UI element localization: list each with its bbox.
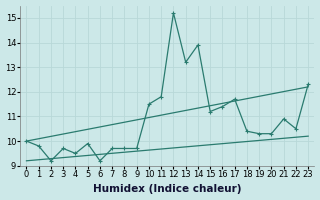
X-axis label: Humidex (Indice chaleur): Humidex (Indice chaleur) [93, 184, 242, 194]
